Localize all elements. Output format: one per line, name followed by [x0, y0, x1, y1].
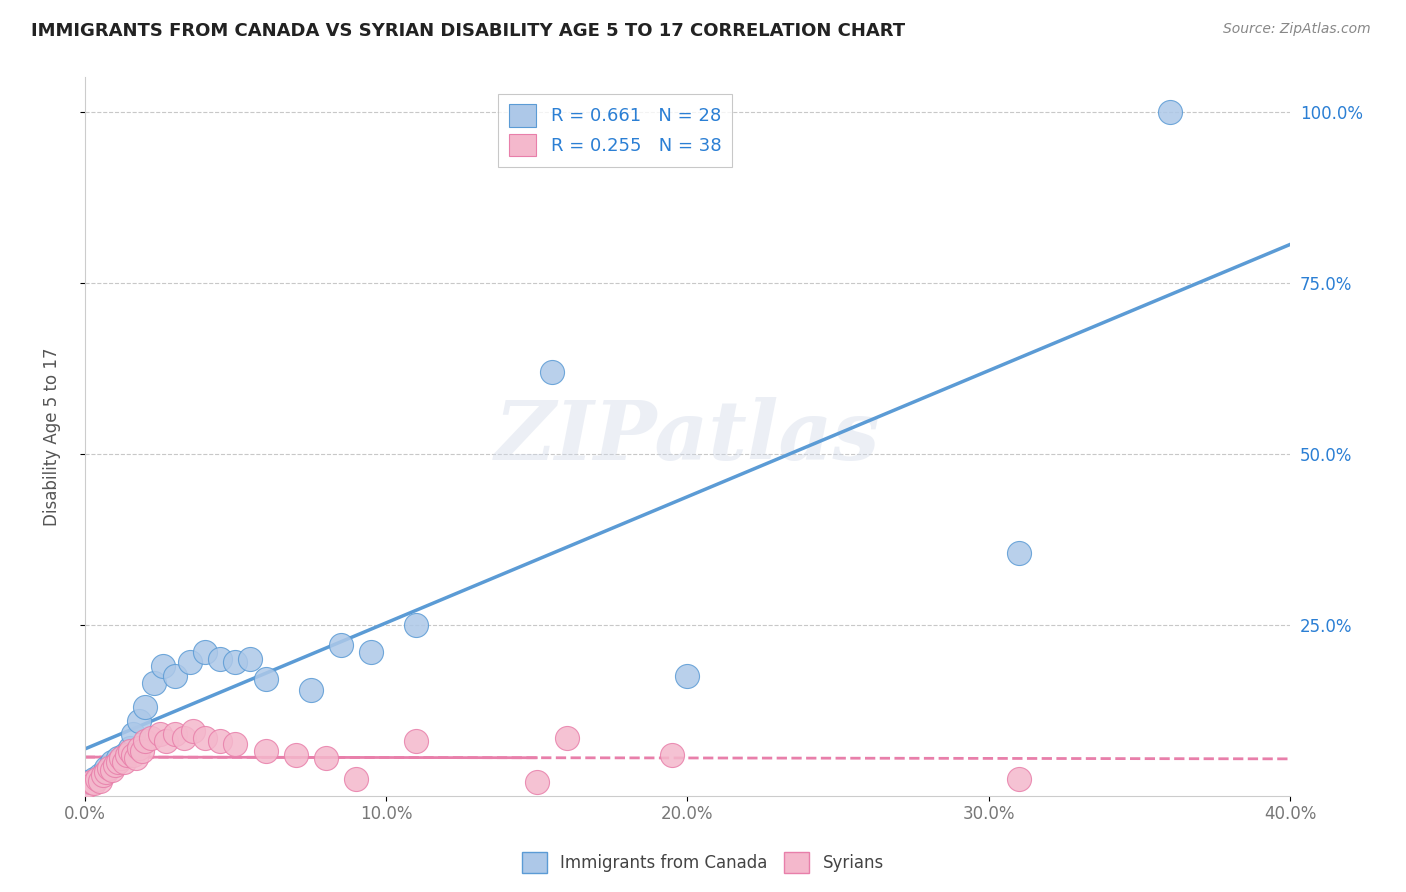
Point [76, 775, 98, 789]
Point [83, 772, 105, 786]
Point [194, 731, 217, 745]
Point [254, 673, 277, 687]
Text: ZIPatlas: ZIPatlas [495, 397, 880, 476]
Point [540, 365, 562, 379]
Point [165, 669, 187, 683]
Point [143, 676, 166, 690]
Point [224, 656, 246, 670]
Point [134, 699, 156, 714]
Point [165, 727, 187, 741]
Point [1159, 104, 1181, 119]
Point [101, 763, 124, 777]
Point [181, 723, 204, 738]
Point [1008, 772, 1031, 786]
Point [152, 658, 174, 673]
Text: Source: ZipAtlas.com: Source: ZipAtlas.com [1223, 22, 1371, 37]
Point [101, 755, 124, 769]
Point [405, 734, 427, 748]
Point [179, 656, 201, 670]
Point [149, 727, 172, 741]
Point [315, 751, 337, 765]
Point [89, 768, 111, 782]
Legend: Immigrants from Canada, Syrians: Immigrants from Canada, Syrians [516, 846, 890, 880]
Point [91, 768, 114, 782]
Point [112, 755, 135, 769]
Point [128, 714, 150, 728]
Point [118, 744, 141, 758]
Point [107, 751, 129, 765]
Point [115, 747, 138, 762]
Point [76, 779, 98, 793]
Point [122, 747, 145, 762]
Point [405, 617, 427, 632]
Point [173, 731, 195, 745]
Point [194, 645, 217, 659]
Point [344, 772, 367, 786]
Point [134, 734, 156, 748]
Point [104, 758, 127, 772]
Point [110, 751, 132, 765]
Point [239, 652, 262, 666]
Point [125, 751, 148, 765]
Text: IMMIGRANTS FROM CANADA VS SYRIAN DISABILITY AGE 5 TO 17 CORRELATION CHART: IMMIGRANTS FROM CANADA VS SYRIAN DISABIL… [31, 22, 905, 40]
Point [676, 669, 699, 683]
Point [107, 755, 129, 769]
Point [155, 734, 177, 748]
Point [329, 638, 352, 652]
Point [139, 731, 162, 745]
Point [299, 682, 322, 697]
Y-axis label: Disability Age 5 to 17: Disability Age 5 to 17 [44, 347, 60, 526]
Point [1008, 546, 1031, 560]
Point [118, 740, 141, 755]
Point [112, 747, 135, 762]
Point [128, 740, 150, 755]
Point [526, 775, 548, 789]
Point [97, 761, 120, 775]
Point [209, 734, 232, 748]
Point [284, 747, 307, 762]
Point [661, 747, 683, 762]
Point [89, 773, 111, 788]
Point [360, 645, 382, 659]
Point [209, 652, 232, 666]
Point [224, 738, 246, 752]
Point [254, 744, 277, 758]
Legend: R = 0.661   N = 28, R = 0.255   N = 38: R = 0.661 N = 28, R = 0.255 N = 38 [498, 94, 733, 167]
Point [83, 776, 105, 790]
Point [94, 761, 117, 775]
Point [131, 744, 153, 758]
Point [80, 775, 103, 789]
Point [555, 731, 578, 745]
Point [86, 772, 108, 786]
Point [94, 764, 117, 779]
Point [122, 727, 145, 741]
